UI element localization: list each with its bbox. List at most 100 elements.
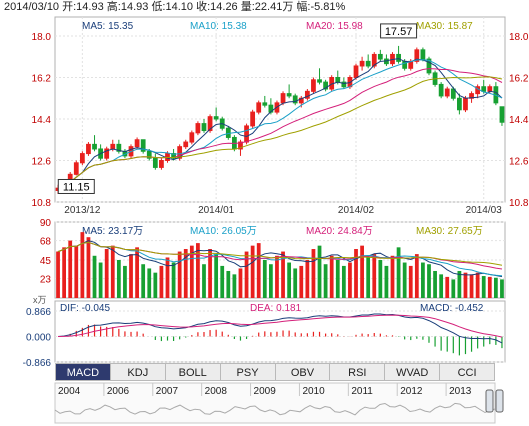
tab-macd[interactable]: MACD [55, 363, 111, 381]
price-ma30-line [57, 76, 503, 189]
volume-y-tick: 68 [40, 237, 52, 248]
quote-date: 2014/03/10 [4, 1, 60, 13]
volume-bar [378, 260, 383, 298]
volume-bar [445, 276, 450, 298]
volume-bar [469, 274, 474, 298]
volume-bar [208, 249, 212, 298]
tab-cci[interactable]: CCI [440, 363, 495, 381]
volume-bar [159, 265, 164, 298]
timeline-year-label: 2013 [449, 386, 472, 397]
candle-body [73, 162, 79, 175]
volume-legend-ma20: MA20: 24.84万 [306, 226, 373, 237]
timeline-year-label: 2009 [254, 386, 277, 397]
price-x-tick: 2014/03 [466, 205, 503, 216]
volume-bar [457, 270, 462, 298]
volume-bar [153, 272, 158, 298]
volume-bar [147, 268, 152, 298]
volume-bar [86, 237, 91, 298]
timeline-navigator[interactable]: 2004 2006 2007 2008 2009 2010 2011 2012 2013 [54, 382, 504, 424]
price-y-tick-right: 14.4 [509, 115, 529, 126]
price-y-tick-right: 12.6 [509, 157, 529, 168]
price-y-tick-right: 10.8 [509, 198, 529, 209]
volume-bar [98, 262, 103, 298]
volume-bar [183, 249, 188, 298]
tab-kdj[interactable]: KDJ [110, 363, 166, 381]
price-y-tick-left: 10.8 [32, 198, 52, 209]
price-ma10-line [57, 59, 503, 189]
candle-body [159, 160, 164, 168]
candle-body [444, 88, 450, 97]
volume-ma30-line [57, 241, 503, 266]
candle-body [499, 106, 505, 123]
price-annotation-label: 17.57 [385, 26, 413, 38]
macd-dea-label: DEA: 0.181 [250, 303, 302, 314]
candle-body [365, 60, 371, 67]
volume-bar [408, 265, 413, 298]
candle-body [463, 97, 468, 111]
candle-body [256, 102, 262, 113]
volume-bar [226, 270, 231, 298]
volume-chart: 90 68 45 23 x万 MA5: 23.17万 MA10: 26.05万 MA20: 2… [33, 218, 506, 305]
volume-bar [317, 245, 322, 298]
candle-body [292, 95, 298, 104]
tab-psy[interactable]: PSY [220, 363, 276, 381]
volume-bar [421, 262, 425, 298]
candle-body [371, 53, 377, 67]
candle-body [195, 123, 201, 134]
candle-body [414, 49, 420, 62]
volume-bar [481, 276, 486, 298]
candle-body [311, 79, 316, 92]
price-x-tick: 2014/01 [198, 205, 235, 216]
volume-bar [202, 264, 206, 298]
macd-y-tick: 0.866 [26, 307, 51, 318]
price-ma5-line [57, 58, 503, 189]
volume-bar [487, 276, 492, 298]
timeline-year-label: 2007 [156, 386, 179, 397]
price-legend-ma5: MA5: 15.35 [82, 21, 134, 32]
candle-body [79, 153, 85, 164]
indicator-tabs: MACD KDJ BOLL PSY OBV RSI WVAD CCI [55, 363, 495, 381]
tab-boll[interactable]: BOLL [165, 363, 221, 381]
volume-bar [329, 255, 334, 298]
timeline-sparkline [54, 402, 496, 416]
volume-legend-ma5: MA5: 23.17万 [82, 226, 143, 237]
price-annotation-label: 11.15 [63, 181, 90, 193]
volume-bar [311, 249, 316, 298]
volume-bar [335, 260, 340, 298]
volume-bar [141, 264, 146, 298]
candle-body [183, 141, 189, 148]
candle-body [304, 90, 310, 99]
timeline-handle-right[interactable] [495, 389, 504, 413]
candle-body [341, 81, 347, 88]
volume-bar [62, 247, 67, 298]
candle-body [335, 77, 341, 83]
macd-dif-label: DIF: -0.045 [60, 303, 110, 314]
price-legend-ma20: MA20: 15.98 [306, 21, 363, 32]
timeline-frame [54, 382, 496, 424]
volume-bar [256, 243, 261, 298]
volume-bar [384, 265, 389, 298]
volume-bar [427, 264, 431, 298]
quote-low: 低:14.10 [151, 1, 194, 13]
candle-body [481, 86, 487, 92]
volume-y-tick: 90 [40, 218, 52, 229]
timeline-year-label: 2010 [302, 386, 325, 397]
candle-body [177, 146, 183, 159]
tab-wvad[interactable]: WVAD [385, 363, 441, 381]
volume-bar [396, 247, 401, 298]
volume-bar [463, 272, 468, 298]
volume-bar [354, 249, 358, 298]
candle-body [140, 139, 146, 152]
quote-info-bar: 2014/03/10 开:14.93 高:14.93 低:14.10 收:14.… [0, 0, 529, 14]
macd-chart: 0.866 0.000 -0.866 DIF: -0.045 DEA: 0.181 MAC… [23, 300, 506, 369]
timeline-handle-left[interactable] [485, 389, 494, 413]
timeline-year-label: 2012 [400, 386, 423, 397]
tab-rsi[interactable]: RSI [330, 363, 386, 381]
volume-bar [104, 249, 109, 298]
volume-bar [390, 255, 395, 298]
price-y-tick-left: 12.6 [32, 157, 52, 168]
tab-obv[interactable]: OBV [275, 363, 331, 381]
timeline-year-label: 2006 [107, 386, 130, 397]
price-frame [54, 16, 506, 203]
